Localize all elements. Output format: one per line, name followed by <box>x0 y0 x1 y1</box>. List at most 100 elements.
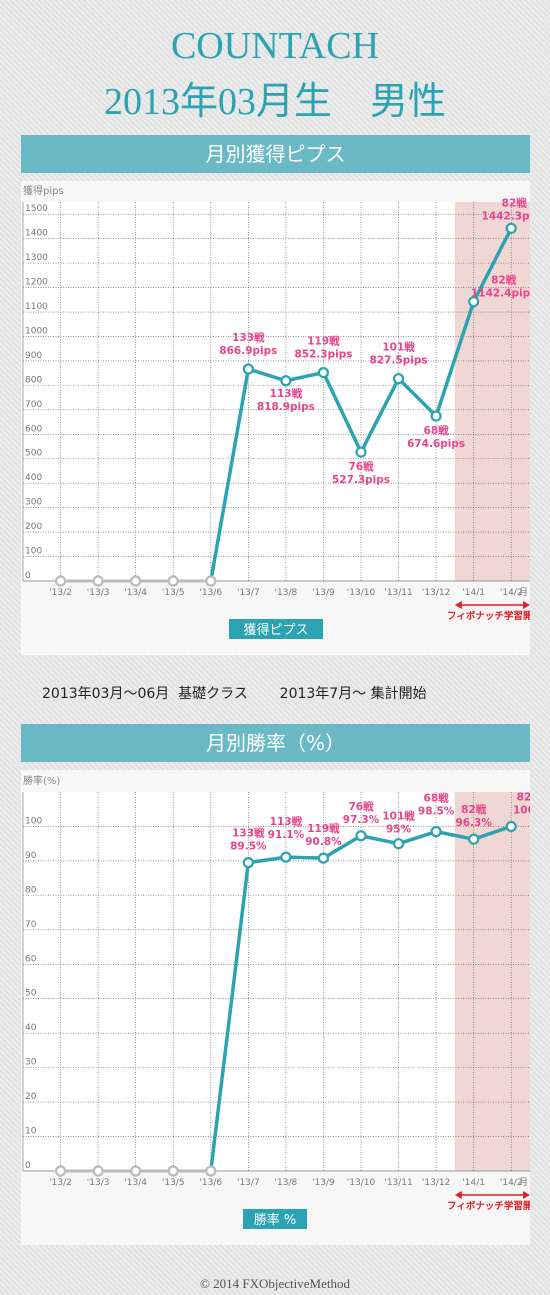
data-label-line: 119戦 <box>307 335 340 348</box>
data-point <box>54 1165 67 1177</box>
y-tick-label: 300 <box>25 498 42 508</box>
pips-chart-panel: 0 100 200 300 400 500 600 700 800 900 1000 1100 1200… <box>21 181 530 655</box>
x-tick-label: '14/2 <box>500 1178 523 1188</box>
data-label-line: 674.6pips <box>407 438 465 450</box>
x-tick-label: '13/5 <box>162 1178 185 1188</box>
data-label-line: 100% <box>513 804 530 816</box>
legend-box <box>243 1209 307 1229</box>
data-label-line: 97.3% <box>343 814 380 826</box>
y-tick-label: 800 <box>25 375 42 385</box>
y-tick-label: 700 <box>25 400 42 410</box>
y-tick-label: 200 <box>25 522 42 532</box>
data-point <box>130 575 142 587</box>
data-label: 82戦100% <box>513 790 530 816</box>
data-label-line: 1442.3pips <box>482 210 530 222</box>
page-subtitle: 2013年03月生 男性 <box>103 81 446 123</box>
y-tick-label: 400 <box>25 473 42 483</box>
winrate-chart-panel: 0 10 20 30 40 50 60 70 80 90 100 勝率(%) '13/2 '13/3 '13… <box>21 770 530 1245</box>
data-label-line: 119戦 <box>307 822 340 835</box>
y-tick-label: 60 <box>25 954 37 964</box>
x-tick-label: '13/12 <box>422 1178 450 1188</box>
y-tick-label: 90 <box>25 851 37 861</box>
y-tick-label: 100 <box>25 547 42 557</box>
x-tick-label: '13/10 <box>347 588 376 598</box>
x-tick-label: '13/3 <box>87 588 110 598</box>
y-tick-label: 1000 <box>25 326 48 336</box>
x-tick-label: '14/2 <box>500 588 523 598</box>
data-label-line: 95% <box>386 824 412 836</box>
pips-line-chart: 0 100 200 300 400 500 600 700 800 900 1000 1100 1200… <box>22 184 530 639</box>
x-tick-label: '13/11 <box>384 588 412 598</box>
legend-box <box>229 619 323 639</box>
data-point <box>468 833 480 845</box>
highlight-label: フィボナッチ学習開始 <box>447 610 530 622</box>
data-label: 68戦 98.5% <box>418 792 455 818</box>
data-point <box>92 575 104 587</box>
data-label-line: 82戦 <box>502 196 528 209</box>
y-tick-label: 0 <box>25 571 31 581</box>
data-point <box>317 852 330 864</box>
y-tick-label: 900 <box>25 351 42 361</box>
data-label-line: 98.5% <box>418 806 455 818</box>
data-label: 76戦 527.3pips <box>332 460 390 486</box>
data-label: 101戦 95% <box>382 810 415 836</box>
y-tick-label: 40 <box>25 1023 37 1033</box>
x-tick-label: '13/3 <box>87 1178 110 1188</box>
highlight-region <box>454 792 530 1171</box>
y-tick-label: 30 <box>25 1058 37 1068</box>
y-axis-label: 獲得pips <box>23 184 64 197</box>
data-label-line: 68戦 <box>424 424 450 437</box>
data-label-line: 76戦 <box>348 460 374 473</box>
x-tick-label: '13/10 <box>347 1178 376 1188</box>
data-point <box>205 1165 217 1177</box>
data-point <box>280 851 292 863</box>
y-tick-label: 20 <box>25 1092 37 1102</box>
x-tick-label: '13/11 <box>384 1178 412 1188</box>
data-point <box>505 222 517 234</box>
data-label-line: 1142.4pips <box>471 288 530 300</box>
data-label: 113戦 818.9pips <box>257 387 315 413</box>
x-tick-label: '13/8 <box>275 1178 298 1188</box>
data-label: 82戦 96.3% <box>455 803 492 829</box>
highlight-arrow-head-right <box>523 601 530 609</box>
highlight-label: フィボナッチ学習開始 <box>447 1200 530 1212</box>
data-label: 82戦 1142.4pips <box>471 274 530 300</box>
y-tick-label: 1300 <box>25 253 48 263</box>
data-label: 133戦 866.9pips <box>219 331 277 357</box>
y-tick-label: 10 <box>25 1127 37 1137</box>
y-axis-label: 勝率(%) <box>23 774 60 787</box>
x-tick-label: '13/6 <box>199 588 222 598</box>
x-tick-label: '13/5 <box>162 588 185 598</box>
data-label-line: 133戦 <box>232 827 265 840</box>
data-label-line: 82戦 <box>517 790 530 803</box>
data-point <box>54 575 67 587</box>
data-label: 101戦 827.5pips <box>370 341 428 367</box>
data-point <box>167 1165 179 1177</box>
y-tick-label: 100 <box>25 816 42 826</box>
data-label-line: 101戦 <box>382 810 415 823</box>
x-tick-label: '13/8 <box>275 588 298 598</box>
data-label-line: 113戦 <box>270 387 303 400</box>
data-label-line: 818.9pips <box>257 401 315 413</box>
y-tick-label: 1400 <box>25 229 48 239</box>
data-point <box>430 410 442 422</box>
y-tick-label: 1100 <box>25 302 48 312</box>
highlight-arrow-head-right <box>523 1191 530 1199</box>
data-point <box>392 373 405 385</box>
data-label-line: 96.3% <box>455 817 492 829</box>
y-tick-label: 1200 <box>25 278 48 288</box>
data-label: 133戦 89.5% <box>230 827 267 853</box>
legend-label: 勝率 % <box>254 1212 297 1228</box>
footer-copyright: © 2014 FXObjectiveMethod <box>200 1276 350 1291</box>
data-point <box>167 575 179 587</box>
data-point <box>430 826 442 838</box>
data-point <box>355 446 367 458</box>
data-label-line: 91.1% <box>268 829 305 841</box>
y-tick-label: 0 <box>25 1161 31 1171</box>
highlight-region <box>454 202 530 581</box>
y-tick-label: 500 <box>25 449 42 459</box>
data-label: 119戦 90.8% <box>305 822 342 848</box>
x-tick-label: '13/2 <box>49 1178 72 1188</box>
x-tick-label: '13/9 <box>312 1178 335 1188</box>
